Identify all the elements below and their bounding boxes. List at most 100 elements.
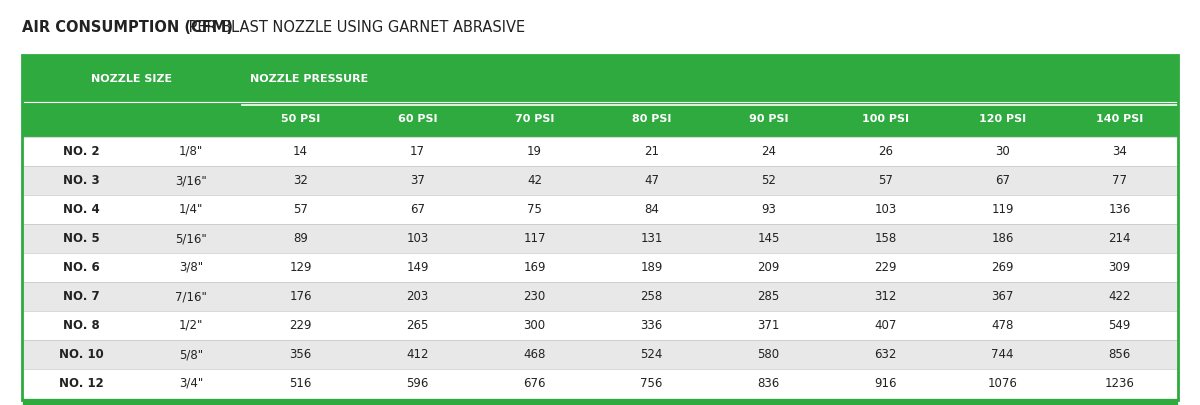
Text: 26: 26 xyxy=(878,145,893,158)
Text: 312: 312 xyxy=(875,290,896,303)
Text: 34: 34 xyxy=(1112,145,1127,158)
Text: 186: 186 xyxy=(991,232,1014,245)
Text: 169: 169 xyxy=(523,261,546,274)
Bar xyxy=(22,224,1178,253)
Text: 524: 524 xyxy=(641,348,662,361)
Text: 7/16": 7/16" xyxy=(175,290,206,303)
Text: 140 PSI: 140 PSI xyxy=(1096,115,1144,124)
Text: 89: 89 xyxy=(293,232,308,245)
Text: 230: 230 xyxy=(523,290,546,303)
Bar xyxy=(22,166,1178,195)
Text: 356: 356 xyxy=(289,348,312,361)
Text: 516: 516 xyxy=(289,377,312,390)
Text: 549: 549 xyxy=(1109,319,1130,332)
Text: 57: 57 xyxy=(878,174,893,187)
Bar xyxy=(22,253,1178,282)
Text: 478: 478 xyxy=(991,319,1014,332)
Text: 3/8": 3/8" xyxy=(179,261,203,274)
Text: 117: 117 xyxy=(523,232,546,245)
Text: NO. 4: NO. 4 xyxy=(62,203,100,216)
Text: 14: 14 xyxy=(293,145,308,158)
Text: NO. 12: NO. 12 xyxy=(59,377,103,390)
Text: 50 PSI: 50 PSI xyxy=(281,115,320,124)
Text: 176: 176 xyxy=(289,290,312,303)
Text: 407: 407 xyxy=(875,319,896,332)
Text: 158: 158 xyxy=(875,232,896,245)
Text: 1/2": 1/2" xyxy=(179,319,203,332)
Text: 60 PSI: 60 PSI xyxy=(397,115,437,124)
Text: 103: 103 xyxy=(875,203,896,216)
Text: 120 PSI: 120 PSI xyxy=(979,115,1026,124)
Text: 84: 84 xyxy=(644,203,659,216)
Text: 42: 42 xyxy=(527,174,542,187)
Text: 1076: 1076 xyxy=(988,377,1018,390)
Text: 744: 744 xyxy=(991,348,1014,361)
Text: 70 PSI: 70 PSI xyxy=(515,115,554,124)
Text: 129: 129 xyxy=(289,261,312,274)
Text: 269: 269 xyxy=(991,261,1014,274)
Bar xyxy=(22,137,1178,166)
Text: 309: 309 xyxy=(1109,261,1130,274)
Text: 3/4": 3/4" xyxy=(179,377,203,390)
Text: 75: 75 xyxy=(527,203,542,216)
Text: 24: 24 xyxy=(761,145,776,158)
Text: NOZZLE SIZE: NOZZLE SIZE xyxy=(91,73,173,83)
Text: 916: 916 xyxy=(875,377,896,390)
Bar xyxy=(22,55,1178,400)
Bar xyxy=(22,102,1178,137)
Text: 67: 67 xyxy=(410,203,425,216)
Text: 265: 265 xyxy=(407,319,428,332)
Text: NO. 10: NO. 10 xyxy=(59,348,103,361)
Text: 17: 17 xyxy=(410,145,425,158)
Text: 367: 367 xyxy=(991,290,1014,303)
Text: 596: 596 xyxy=(407,377,428,390)
Text: 258: 258 xyxy=(641,290,662,303)
Text: 57: 57 xyxy=(293,203,308,216)
Text: NO. 3: NO. 3 xyxy=(62,174,100,187)
Text: 336: 336 xyxy=(641,319,662,332)
Text: 100 PSI: 100 PSI xyxy=(862,115,910,124)
Bar xyxy=(22,195,1178,224)
Text: 856: 856 xyxy=(1109,348,1130,361)
Text: 90 PSI: 90 PSI xyxy=(749,115,788,124)
Text: 468: 468 xyxy=(523,348,546,361)
Text: 756: 756 xyxy=(641,377,662,390)
Text: 119: 119 xyxy=(991,203,1014,216)
Text: 37: 37 xyxy=(410,174,425,187)
Text: 52: 52 xyxy=(761,174,776,187)
Text: 214: 214 xyxy=(1109,232,1130,245)
Text: 1/8": 1/8" xyxy=(179,145,203,158)
Bar xyxy=(22,282,1178,311)
Text: 580: 580 xyxy=(757,348,780,361)
Text: NO. 6: NO. 6 xyxy=(62,261,100,274)
Text: NO. 8: NO. 8 xyxy=(62,319,100,332)
Text: 47: 47 xyxy=(644,174,659,187)
Text: 149: 149 xyxy=(407,261,428,274)
Text: 1/4": 1/4" xyxy=(179,203,203,216)
Text: NO. 7: NO. 7 xyxy=(62,290,100,303)
Text: 676: 676 xyxy=(523,377,546,390)
Text: 5/16": 5/16" xyxy=(175,232,206,245)
Text: 19: 19 xyxy=(527,145,542,158)
Text: 131: 131 xyxy=(641,232,662,245)
Text: 203: 203 xyxy=(407,290,428,303)
Text: AIR CONSUMPTION (CFM): AIR CONSUMPTION (CFM) xyxy=(22,20,233,35)
Text: 80 PSI: 80 PSI xyxy=(632,115,671,124)
Bar xyxy=(22,340,1178,369)
Text: 145: 145 xyxy=(757,232,780,245)
Text: 632: 632 xyxy=(875,348,896,361)
Text: 422: 422 xyxy=(1109,290,1130,303)
Text: 229: 229 xyxy=(875,261,896,274)
Text: 189: 189 xyxy=(641,261,662,274)
Text: 21: 21 xyxy=(644,145,659,158)
Text: 285: 285 xyxy=(757,290,780,303)
Text: 371: 371 xyxy=(757,319,780,332)
Text: NOZZLE PRESSURE: NOZZLE PRESSURE xyxy=(250,73,368,83)
Bar xyxy=(22,369,1178,398)
Text: 3/16": 3/16" xyxy=(175,174,206,187)
Text: 93: 93 xyxy=(761,203,776,216)
Text: 103: 103 xyxy=(407,232,428,245)
Text: 836: 836 xyxy=(757,377,780,390)
Text: 32: 32 xyxy=(293,174,308,187)
Bar xyxy=(22,311,1178,340)
